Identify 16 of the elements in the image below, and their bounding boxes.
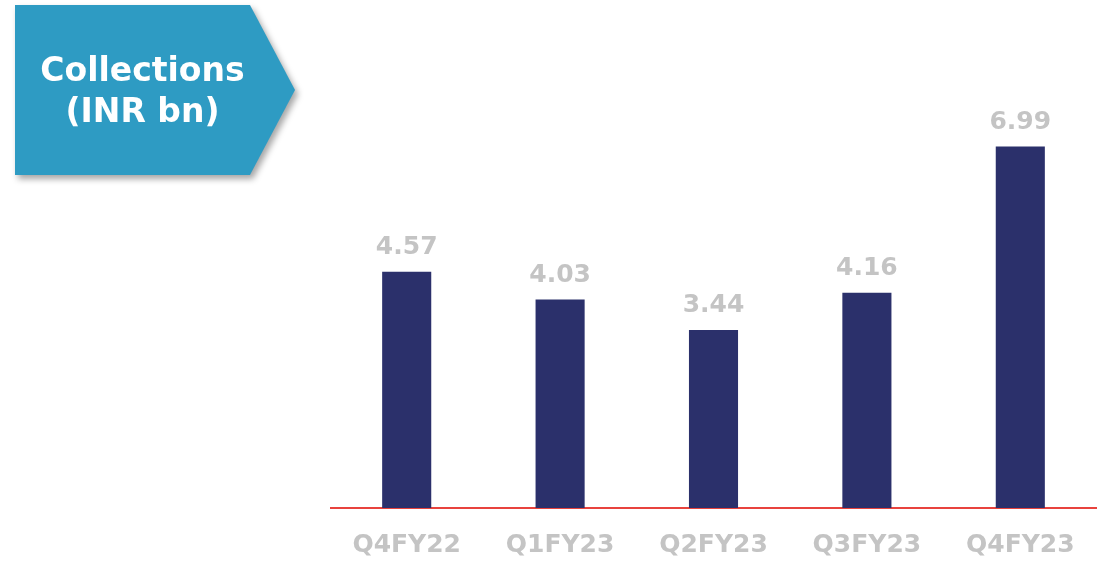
data-label: 4.03: [529, 258, 591, 288]
data-label: 3.44: [682, 289, 745, 319]
chart-title: Collections (INR bn): [39, 48, 246, 132]
data-label: 6.99: [989, 105, 1052, 135]
bar: [995, 146, 1045, 508]
bar: [842, 292, 892, 508]
data-label: 4.57: [375, 230, 438, 260]
bar: [382, 271, 432, 508]
x-tick-label: Q3FY23: [812, 528, 922, 558]
data-label: 4.16: [836, 251, 898, 281]
bar: [535, 299, 585, 508]
x-tick-label: Q4FY22: [352, 528, 462, 558]
x-tick-label: Q1FY23: [505, 528, 615, 558]
x-tick-label: Q2FY23: [659, 528, 768, 558]
bar: [688, 330, 739, 508]
x-tick-label: Q4FY23: [965, 528, 1075, 558]
